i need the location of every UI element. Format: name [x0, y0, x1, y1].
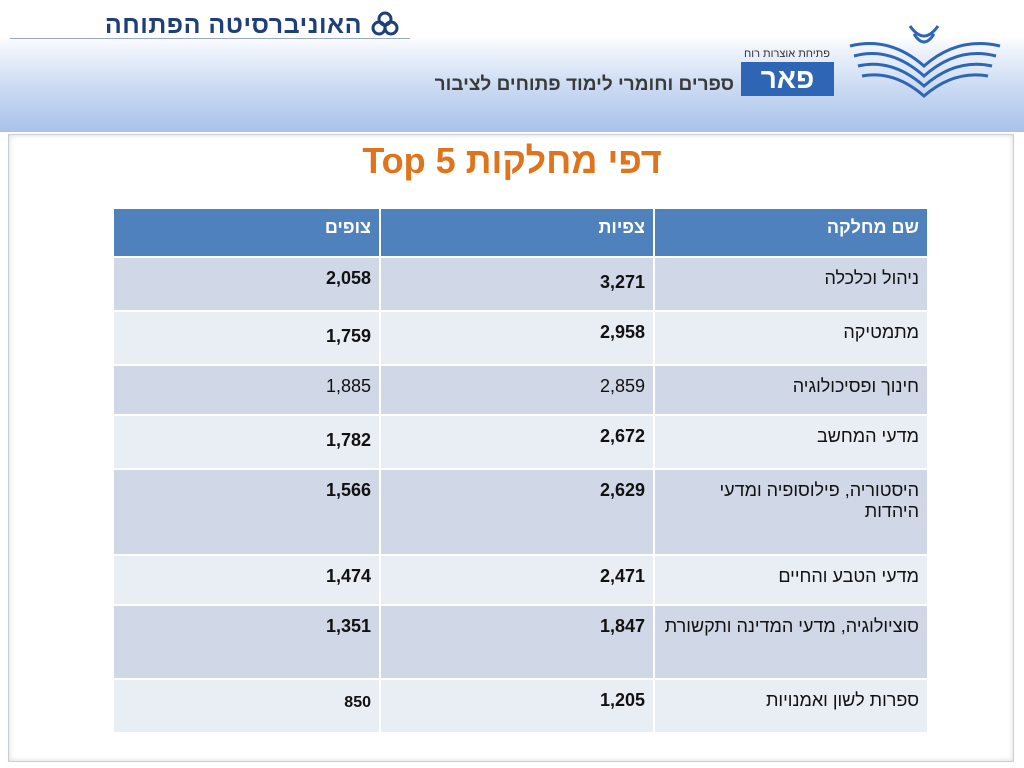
table-row: ספרות לשון ואמנויות 1,205 850 [112, 678, 929, 734]
views-value: 2,859 [379, 364, 655, 416]
page-title: דפי מחלקות Top 5 [362, 140, 662, 181]
viewers-value: 1,474 [112, 554, 381, 606]
viewers-value: 1,566 [112, 468, 381, 556]
department-name: מדעי המחשב [653, 414, 929, 470]
viewers-value: 1,759 [112, 310, 381, 366]
departments-table: שם מחלקה צפיות צופים ניהול וכלכלה 3,271 … [112, 207, 929, 734]
views-value: 2,471 [379, 554, 655, 606]
university-name: האוניברסיטה הפתוחה [104, 10, 362, 39]
viewers-value: 850 [112, 678, 381, 734]
department-name: חינוך ופסיכולוגיה [653, 364, 929, 416]
department-name: ספרות לשון ואמנויות [653, 678, 929, 734]
viewers-value: 1,782 [112, 414, 381, 470]
table-row: היסטוריה, פילוסופיה ומדעי היהדות 2,629 1… [112, 468, 929, 556]
department-name: מתמטיקה [653, 310, 929, 366]
department-name: היסטוריה, פילוסופיה ומדעי היהדות [653, 468, 929, 556]
table-row: מתמטיקה 2,958 1,759 [112, 310, 929, 366]
department-name: ניהול וכלכלה [653, 256, 929, 312]
views-value: 1,847 [379, 604, 655, 680]
peer-tagline: פתיחת אוצרות רוח [744, 48, 830, 60]
views-value: 3,271 [379, 256, 655, 312]
table-row: סוציולוגיה, מדעי המדינה ותקשורת 1,847 1,… [112, 604, 929, 680]
views-value: 2,672 [379, 414, 655, 470]
peer-slogan: ספרים וחומרי לימוד פתוחים לציבור [434, 74, 734, 95]
table-header-row: שם מחלקה צפיות צופים [112, 207, 929, 258]
header-divider [10, 38, 410, 39]
views-value: 1,205 [379, 678, 655, 734]
table-row: מדעי המחשב 2,672 1,782 [112, 414, 929, 470]
column-header-department: שם מחלקה [653, 207, 929, 258]
open-book-icon [849, 25, 1001, 98]
header-band [0, 0, 1024, 132]
table-row: ניהול וכלכלה 3,271 2,058 [112, 256, 929, 312]
column-header-viewers: צופים [112, 207, 381, 258]
peer-logo-word: פאר [741, 62, 834, 96]
column-header-views: צפיות [379, 207, 655, 258]
views-value: 2,958 [379, 310, 655, 366]
department-name: מדעי הטבע והחיים [653, 554, 929, 606]
viewers-value: 2,058 [112, 256, 381, 312]
viewers-value: 1,351 [112, 604, 381, 680]
open-university-logo-icon [371, 11, 399, 36]
viewers-value: 1,885 [112, 364, 381, 416]
table-row: מדעי הטבע והחיים 2,471 1,474 [112, 554, 929, 606]
open-university-logo: האוניברסיטה הפתוחה [40, 8, 400, 42]
views-value: 2,629 [379, 468, 655, 556]
table-row: חינוך ופסיכולוגיה 2,859 1,885 [112, 364, 929, 416]
department-name: סוציולוגיה, מדעי המדינה ותקשורת [653, 604, 929, 680]
